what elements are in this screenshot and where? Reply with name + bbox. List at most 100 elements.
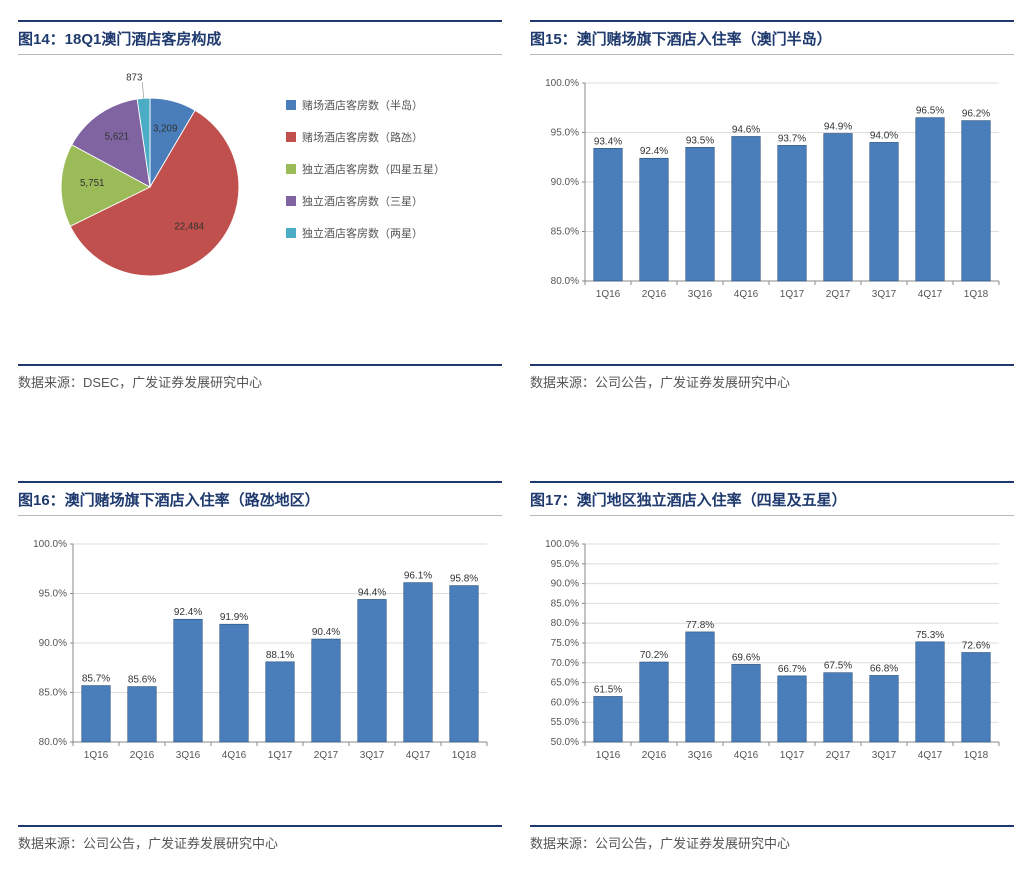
bar-value-label: 69.6% — [732, 652, 760, 663]
y-tick-label: 55.0% — [551, 717, 579, 728]
bar-value-label: 67.5% — [824, 661, 852, 672]
bar-value-label: 92.4% — [174, 607, 202, 618]
panel-fig15: 图15：澳门赌场旗下酒店入住率（澳门半岛） 80.0%85.0%90.0%95.… — [530, 20, 1014, 391]
x-category-label: 1Q17 — [780, 289, 805, 300]
y-tick-label: 90.0% — [39, 638, 67, 649]
bar-svg: 50.0%55.0%60.0%65.0%70.0%75.0%80.0%85.0%… — [532, 528, 1012, 768]
y-tick-label: 90.0% — [551, 579, 579, 590]
y-tick-label: 95.0% — [39, 589, 67, 600]
x-category-label: 2Q17 — [314, 750, 339, 761]
bar — [778, 676, 807, 742]
chart-title: 图16：澳门赌场旗下酒店入住率（路氹地区） — [18, 489, 502, 510]
y-tick-label: 85.0% — [551, 227, 579, 238]
x-category-label: 3Q17 — [872, 289, 897, 300]
legend-label: 独立酒店客房数（四星五星） — [302, 161, 445, 177]
bar — [916, 642, 945, 742]
legend-swatch — [286, 132, 296, 142]
legend-item: 赌场酒店客房数（半岛） — [286, 97, 500, 113]
source-bar: 数据来源：公司公告，广发证券发展研究中心 — [530, 825, 1014, 852]
legend-item: 独立酒店客房数（三星） — [286, 193, 500, 209]
x-category-label: 4Q17 — [918, 289, 943, 300]
bar — [824, 673, 853, 742]
x-category-label: 1Q16 — [84, 750, 109, 761]
x-category-label: 1Q17 — [780, 750, 805, 761]
legend-item: 独立酒店客房数（四星五星） — [286, 161, 500, 177]
x-category-label: 1Q17 — [268, 750, 293, 761]
chart-grid: 图14：18Q1澳门酒店客房构成 3,20922,4845,7515,62187… — [18, 20, 1014, 852]
legend-label: 独立酒店客房数（两星） — [302, 225, 423, 241]
bar-chart: 50.0%55.0%60.0%65.0%70.0%75.0%80.0%85.0%… — [530, 516, 1014, 825]
y-tick-label: 60.0% — [551, 697, 579, 708]
y-tick-label: 80.0% — [39, 737, 67, 748]
x-category-label: 2Q16 — [642, 750, 667, 761]
y-tick-label: 100.0% — [545, 78, 579, 89]
x-category-label: 3Q16 — [688, 750, 713, 761]
bar-value-label: 85.7% — [82, 674, 110, 685]
y-tick-label: 80.0% — [551, 618, 579, 629]
y-tick-label: 50.0% — [551, 737, 579, 748]
y-tick-label: 75.0% — [551, 638, 579, 649]
bar-value-label: 94.6% — [732, 124, 760, 135]
x-category-label: 1Q18 — [964, 289, 989, 300]
x-category-label: 1Q18 — [964, 750, 989, 761]
title-bar: 图15：澳门赌场旗下酒店入住率（澳门半岛） — [530, 20, 1014, 55]
bar-chart: 80.0%85.0%90.0%95.0%100.0%93.4%1Q1692.4%… — [530, 55, 1014, 364]
legend-label: 独立酒店客房数（三星） — [302, 193, 423, 209]
bar-value-label: 94.0% — [870, 130, 898, 141]
legend-item: 赌场酒店客房数（路氹） — [286, 129, 500, 145]
bar-value-label: 75.3% — [916, 630, 944, 641]
bar — [962, 653, 991, 742]
title-bar: 图14：18Q1澳门酒店客房构成 — [18, 20, 502, 55]
x-category-label: 4Q16 — [222, 750, 247, 761]
x-category-label: 4Q17 — [918, 750, 943, 761]
bar — [312, 639, 341, 742]
title-bar: 图17：澳门地区独立酒店入住率（四星及五星） — [530, 481, 1014, 516]
y-tick-label: 85.0% — [39, 688, 67, 699]
bar-svg: 80.0% 85.0% 90.0% 95.0% 100.0% 85.7% 1Q16 85.6%… — [20, 528, 500, 768]
bar — [640, 158, 669, 281]
bar-value-label: 72.6% — [962, 641, 990, 652]
x-category-label: 2Q17 — [826, 750, 851, 761]
bar-chart: 80.0% 85.0% 90.0% 95.0% 100.0% 85.7% 1Q16 85.6%… — [18, 516, 502, 825]
bar — [778, 145, 807, 281]
bar — [870, 142, 899, 281]
legend-swatch — [286, 196, 296, 206]
legend-label: 赌场酒店客房数（半岛） — [302, 97, 423, 113]
x-category-label: 1Q18 — [452, 750, 477, 761]
title-bar: 图16：澳门赌场旗下酒店入住率（路氹地区） — [18, 481, 502, 516]
panel-fig16: 图16：澳门赌场旗下酒店入住率（路氹地区） 80.0% 85.0% 90.0% 95.… — [18, 481, 502, 852]
bar-value-label: 92.4% — [640, 146, 668, 157]
y-tick-label: 100.0% — [33, 539, 67, 550]
bar — [870, 675, 899, 742]
bar-svg: 80.0%85.0%90.0%95.0%100.0%93.4%1Q1692.4%… — [532, 67, 1012, 307]
legend-item: 独立酒店客房数（两星） — [286, 225, 500, 241]
bar-value-label: 94.9% — [824, 121, 852, 132]
bar-value-label: 77.8% — [686, 620, 714, 631]
bar-value-label: 90.4% — [312, 627, 340, 638]
bar — [82, 686, 111, 742]
y-tick-label: 85.0% — [551, 598, 579, 609]
bar — [962, 121, 991, 281]
bar — [686, 632, 715, 742]
bar-value-label: 88.1% — [266, 650, 294, 661]
bar — [916, 118, 945, 281]
y-tick-label: 80.0% — [551, 276, 579, 287]
y-tick-label: 65.0% — [551, 678, 579, 689]
source-text: 数据来源：公司公告，广发证券发展研究中心 — [18, 833, 502, 852]
bar — [824, 133, 853, 281]
x-category-label: 4Q16 — [734, 289, 759, 300]
slice-value-label: 5,621 — [105, 132, 129, 143]
bar-value-label: 93.4% — [594, 136, 622, 147]
source-text: 数据来源：公司公告，广发证券发展研究中心 — [530, 833, 1014, 852]
x-category-label: 3Q17 — [872, 750, 897, 761]
source-text: 数据来源：公司公告，广发证券发展研究中心 — [530, 372, 1014, 391]
bar — [404, 583, 433, 742]
x-category-label: 1Q16 — [596, 750, 621, 761]
panel-fig14: 图14：18Q1澳门酒店客房构成 3,20922,4845,7515,62187… — [18, 20, 502, 391]
chart-title: 图14：18Q1澳门酒店客房构成 — [18, 28, 502, 49]
pie-legend: 赌场酒店客房数（半岛） 赌场酒店客房数（路氹） 独立酒店客房数（四星五星） 独立酒店客… — [280, 67, 500, 360]
legend-swatch — [286, 164, 296, 174]
bar-value-label: 85.6% — [128, 675, 156, 686]
source-bar: 数据来源：公司公告，广发证券发展研究中心 — [18, 825, 502, 852]
bar — [220, 624, 249, 742]
